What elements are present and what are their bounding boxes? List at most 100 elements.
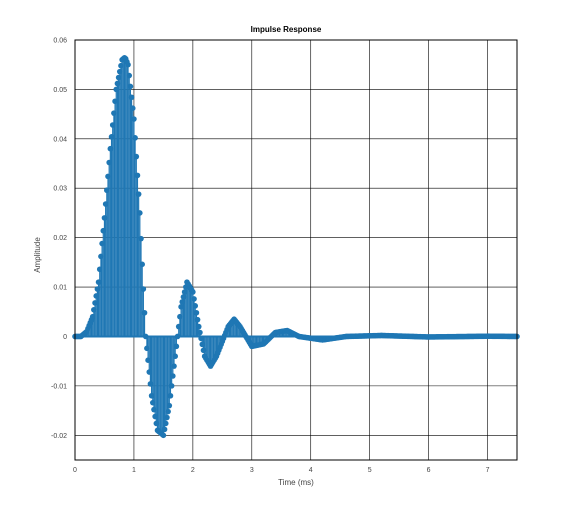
y-tick-label: -0.02 [51,433,67,440]
stem-marker [190,289,196,295]
stem-marker [178,304,184,310]
stem-marker [161,426,168,433]
stem-marker [104,187,110,194]
stem-marker [139,261,145,268]
stem-marker [164,414,170,421]
stem-marker [129,105,136,111]
y-tick-label: 0 [63,334,67,341]
x-tick-label: 1 [132,467,136,474]
stem-marker [128,94,135,101]
stem-marker [118,62,124,69]
stem-marker [134,172,141,179]
stem-marker [89,313,96,320]
stem-marker [195,323,202,330]
y-tick-label: 0.03 [53,186,67,193]
stem-marker [145,357,151,363]
x-tick-label: 0 [73,467,77,474]
stem-marker [144,345,150,352]
stem-marker [151,406,157,413]
stem-marker [165,408,171,415]
stem-marker [112,98,118,105]
stem-marker [106,159,112,166]
stem-marker [148,392,155,399]
stem-marker [191,296,197,302]
stem-marker [167,392,174,399]
stem-marker [199,341,206,348]
stem-marker [102,201,109,207]
y-tick-label: 0.06 [53,38,67,45]
stem-marker [111,110,117,116]
y-tick-label: -0.01 [51,383,67,390]
stem-marker [146,369,153,375]
stem-marker [180,294,187,300]
stem-marker [160,432,167,439]
tick-labels: 0 1 2 3 4 5 6 7 -0.02 -0.01 0 0.01 0.02 0.03 0.04 0.05 0… [51,38,490,475]
stem-marker [166,402,173,409]
stem-marker [105,173,111,180]
chart-title: Impulse Response [251,25,322,34]
stem-marker [140,286,147,292]
markers [72,54,520,439]
stem-marker [99,240,105,247]
stem-marker [172,353,178,360]
stem-marker [174,333,181,340]
y-axis-label: Amplitude [33,237,42,273]
y-tick-label: 0.01 [53,285,67,292]
stem-marker [137,210,143,216]
stem-marker [100,227,107,234]
stem-marker [173,343,180,350]
stem-marker [170,373,176,379]
stem-marker [108,134,115,140]
stem-marker [149,399,156,406]
stem-marker [93,293,100,299]
stem-marker [198,335,204,342]
stem-marker [115,74,122,81]
stem-marker [114,80,121,87]
stem-marker [109,122,116,128]
x-tick-label: 3 [250,467,254,474]
stem-marker [162,420,169,427]
stem-marker [197,329,203,336]
y-tick-label: 0.02 [53,235,67,242]
stem-marker [116,68,123,75]
stem-marker [177,313,183,320]
x-tick-label: 7 [486,467,490,474]
x-axis-label: Time (ms) [278,478,314,487]
stem-marker [138,235,144,242]
stem-marker [192,303,199,309]
stem-marker [200,347,207,354]
stem-marker [132,135,138,141]
plot-frame [74,39,518,461]
stem-marker [135,191,142,197]
stem-marker [133,153,140,160]
stem-marker [96,266,103,273]
stem-marker [91,306,97,313]
stem-marker [171,363,177,369]
stem-marker [94,286,101,292]
stem-marker [107,145,114,152]
x-tick-label: 6 [427,467,431,474]
x-tick-label: 4 [309,467,313,474]
stem-marker [131,116,137,122]
stem-marker [141,309,148,316]
stem-marker [101,215,108,221]
stem-marker [175,323,182,330]
stem-marker [126,72,133,79]
stem-marker [179,299,186,305]
y-tick-label: 0.05 [53,87,67,94]
stem-marker [113,86,120,93]
stem-marker [181,289,188,295]
stem-marker [92,300,98,306]
stem-marker [127,83,134,90]
stem-marker [193,309,200,316]
x-tick-label: 2 [191,467,195,474]
stem-marker [152,413,158,420]
stem-marker [125,61,131,68]
x-tick-label: 5 [368,467,372,474]
stems [75,57,517,436]
stem-marker [147,381,154,387]
stem-marker [95,279,102,285]
stem-marker [153,420,160,427]
